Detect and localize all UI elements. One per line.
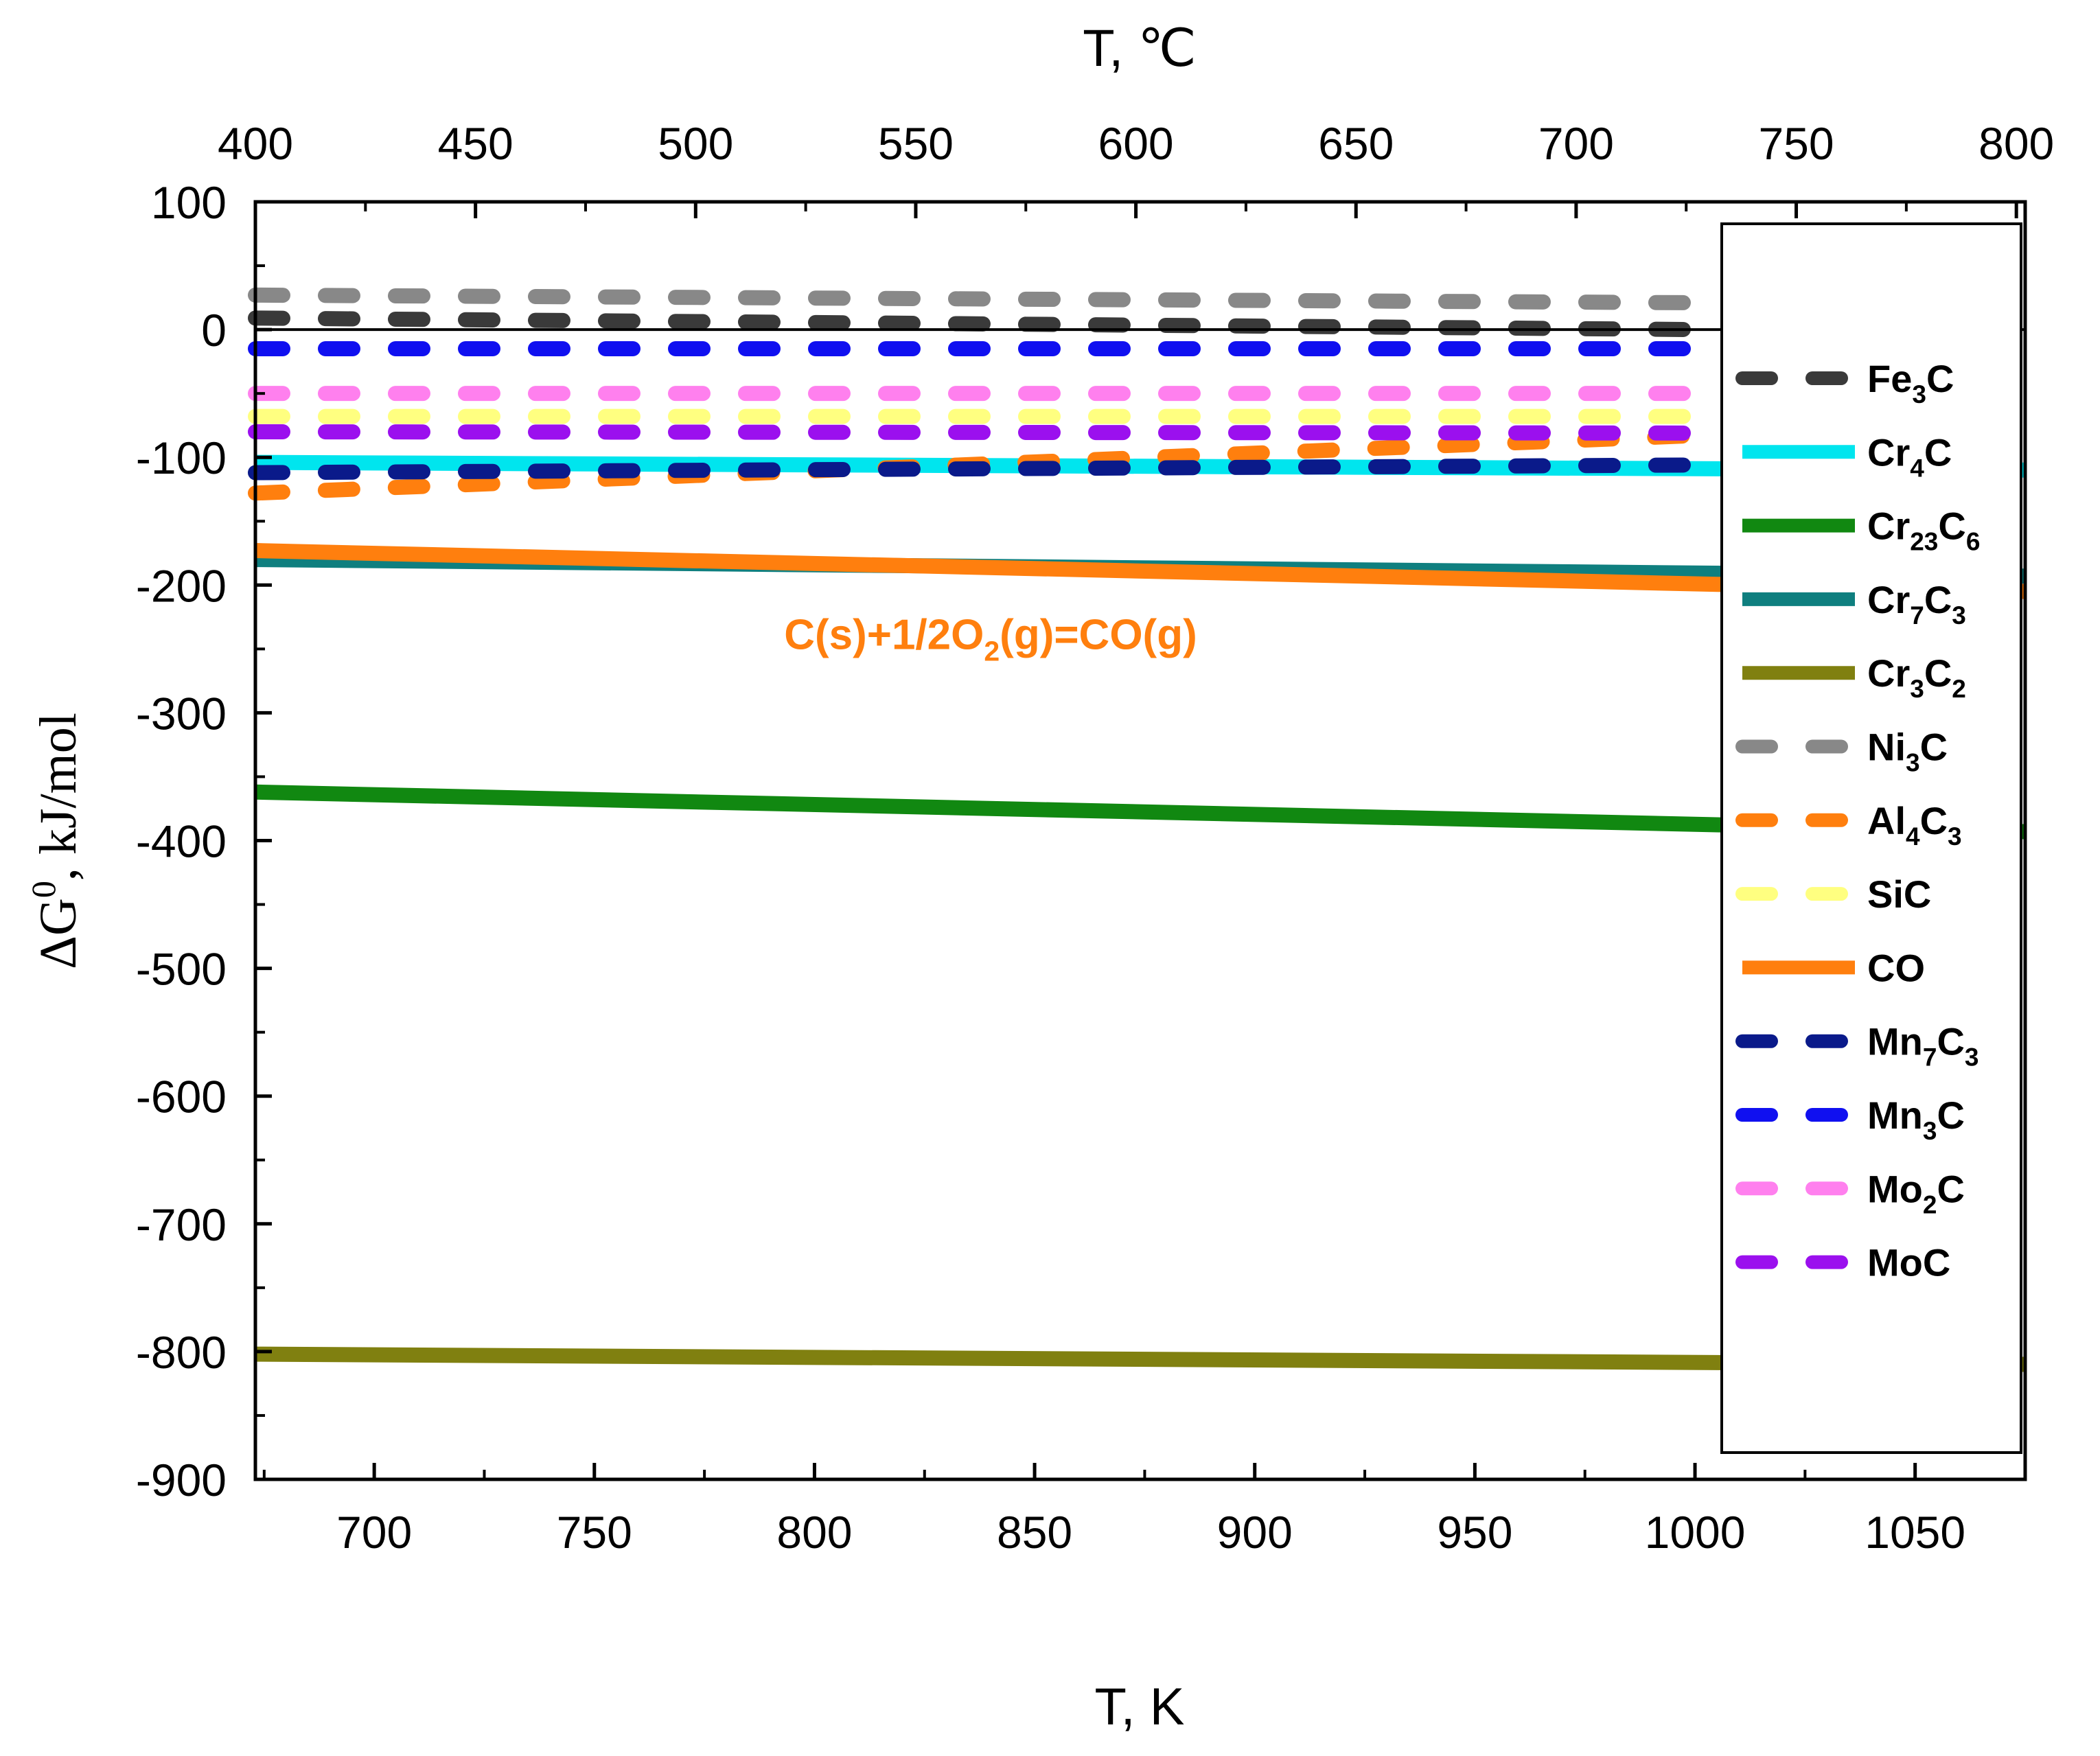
legend-label-cr23c6: Cr23C6	[1867, 505, 1980, 556]
legend-label-mn7c3: Mn7C3	[1867, 1020, 1978, 1072]
x-tick-label: 750	[557, 1507, 632, 1558]
y-tick-label: -900	[136, 1455, 227, 1505]
y-tick-label: -200	[136, 560, 227, 611]
legend-box	[1720, 222, 2022, 1454]
y-tick-label: -500	[136, 944, 227, 995]
x-tick-label: 850	[997, 1507, 1072, 1558]
x2-tick-label: 700	[1538, 118, 1614, 169]
x-tick-label: 950	[1437, 1507, 1512, 1558]
y-tick-label: -800	[136, 1327, 227, 1378]
legend-label-mo2c: Mo2C	[1867, 1167, 1965, 1218]
x2-tick-label: 650	[1318, 118, 1394, 169]
y-tick-label: 100	[151, 177, 227, 228]
x2-tick-label: 800	[1978, 118, 2054, 169]
x2-tick-label: 450	[438, 118, 514, 169]
legend-label-fe3c: Fe3C	[1867, 357, 1954, 408]
x-tick-label: 1000	[1645, 1507, 1746, 1558]
x2-tick-label: 550	[878, 118, 954, 169]
legend-label-cr7c3: Cr7C3	[1867, 578, 1966, 629]
y-tick-label: -600	[136, 1072, 227, 1122]
x-axis-title: T, K	[1095, 1678, 1185, 1736]
x-tick-label: 700	[336, 1507, 412, 1558]
series-line-fe3c	[248, 310, 1703, 338]
x2-tick-label: 750	[1758, 118, 1834, 169]
legend-label-moc: MoC	[1867, 1241, 1950, 1284]
x2-tick-label: 500	[658, 118, 733, 169]
co-reaction-annotation: C(s)+1/2O2(g)=CO(g)	[784, 611, 1197, 667]
y-axis-title: ΔG0, kJ/mol	[24, 713, 87, 969]
legend-label-cr3c2: Cr3C2	[1867, 651, 1966, 703]
y-tick-label: 0	[201, 305, 227, 356]
series-line-mn7c3	[248, 457, 1703, 481]
x2-axis-title: T, ℃	[1083, 19, 1197, 78]
legend-label-cr4c: Cr4C	[1867, 430, 1952, 482]
y-tick-label: -400	[136, 816, 227, 867]
x-tick-label: 900	[1217, 1507, 1293, 1558]
y-tick-label: -700	[136, 1199, 227, 1250]
x2-tick-label: 400	[218, 118, 293, 169]
series-line-moc	[248, 424, 1703, 441]
x2-tick-label: 600	[1098, 118, 1174, 169]
legend-layer: Fe3C Cr4C Cr23C6 Cr7C3 Cr3C2 Ni3C Al4C3 SiC CO Mn…	[1720, 222, 2022, 1454]
legend-label-ni3c: Ni3C	[1867, 726, 1948, 777]
series-layer	[248, 287, 2026, 1372]
x-tick-label: 1050	[1865, 1507, 1965, 1558]
legend-label-sic: SiC	[1867, 873, 1931, 916]
x-tick-label: 800	[776, 1507, 852, 1558]
series-line-ni3c	[248, 287, 1703, 311]
legend-label-mn3c: Mn3C	[1867, 1094, 1965, 1145]
y-tick-label: -100	[136, 432, 227, 483]
y-tick-label: -300	[136, 688, 227, 739]
legend-label-co: CO	[1867, 946, 1925, 989]
legend-label-al4c3: Al4C3	[1867, 799, 1962, 851]
